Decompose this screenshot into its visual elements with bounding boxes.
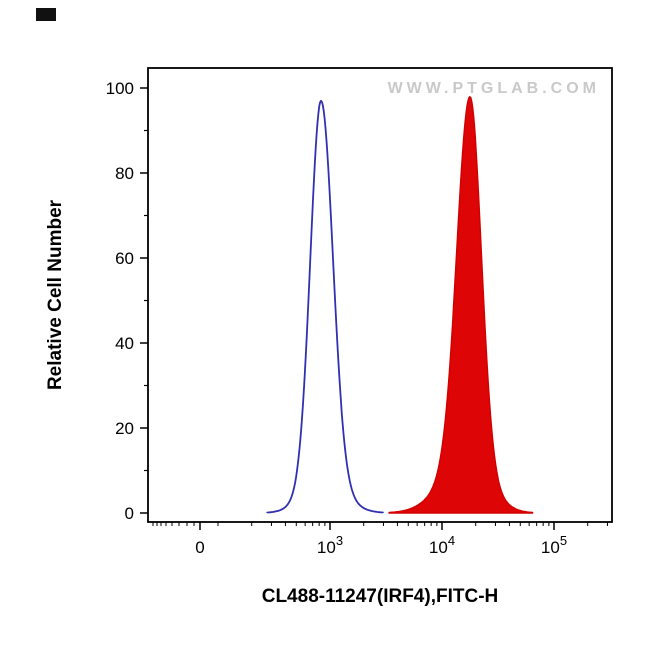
corner-mark [36,8,56,21]
plot-frame [147,67,613,523]
y-tick-label: 0 [125,504,134,523]
y-tick-label: 60 [115,249,134,268]
y-tick-label: 20 [115,419,134,438]
watermark: WWW.PTGLAB.COM [387,80,600,97]
y-axis-title: Relative Cell Number [45,199,66,391]
x-tick-label: 105 [541,533,567,557]
x-tick-label: 104 [429,533,455,557]
y-tick-label: 80 [115,164,134,183]
x-tick-label: 103 [317,533,343,557]
x-tick-label: 0 [195,538,204,557]
blue-open-histogram [266,99,384,514]
red-filled-histogram [388,96,534,514]
y-tick-label: 40 [115,334,134,353]
x-axis-title: CL488-11247(IRF4),FITC-H [261,586,499,607]
y-tick-label: 100 [106,79,134,98]
